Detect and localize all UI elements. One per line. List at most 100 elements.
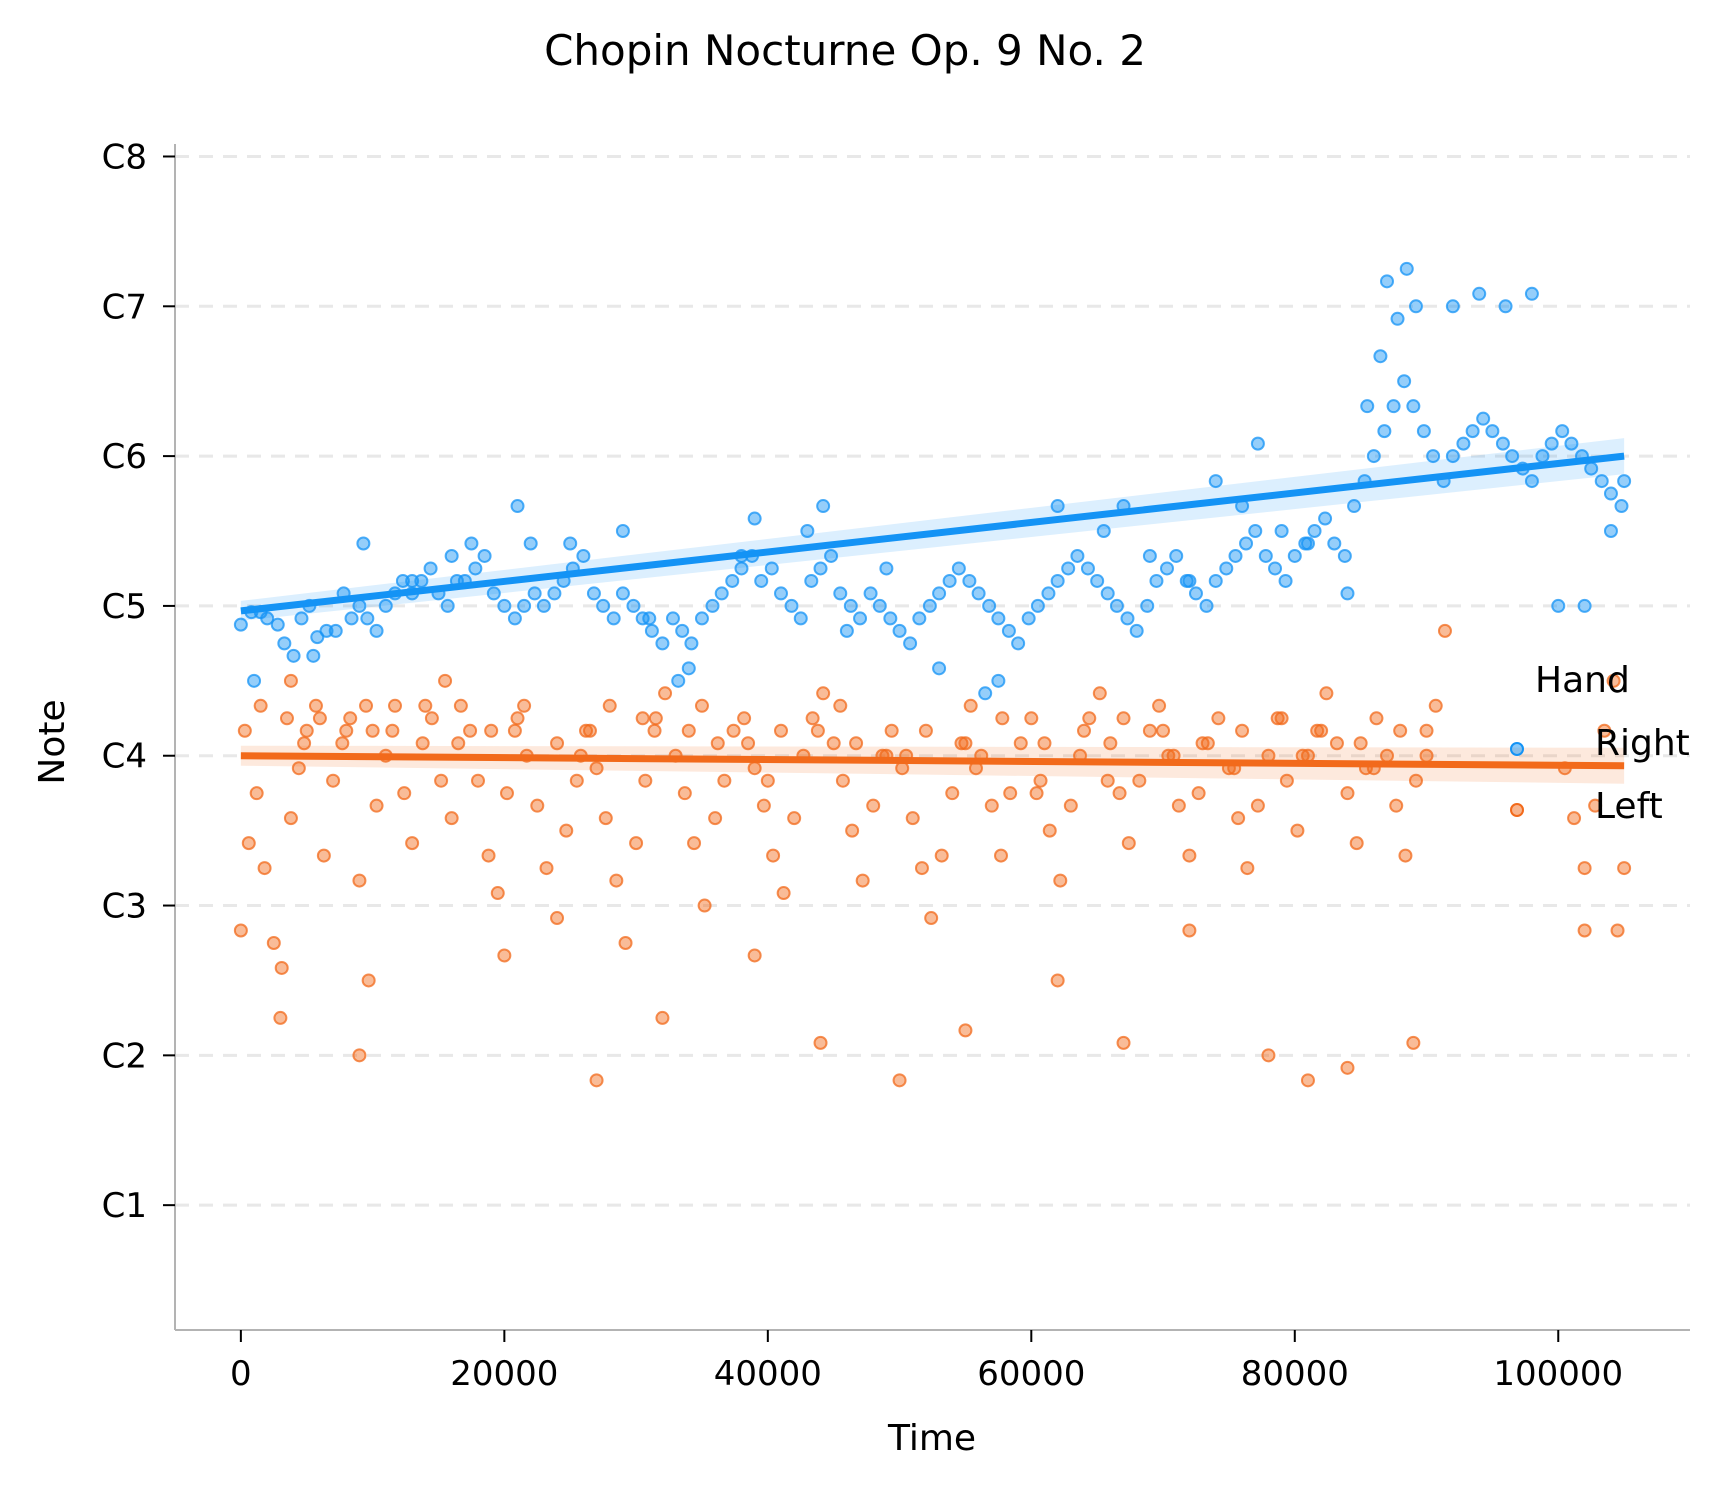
point-left-137 <box>312 711 327 726</box>
point-right-102 <box>1208 573 1223 588</box>
point-left-57 <box>766 848 781 863</box>
y-tick-label-C7: C7 <box>102 287 147 327</box>
trend-lines <box>240 438 1625 784</box>
x-axis-label: Time <box>887 1418 976 1459</box>
point-left-108 <box>1270 711 1285 726</box>
point-left-114 <box>1329 736 1344 751</box>
point-right-110 <box>1287 548 1302 563</box>
point-left-115 <box>1340 786 1355 801</box>
point-right-74 <box>932 586 947 601</box>
point-left-180 <box>1182 923 1197 938</box>
point-right-94 <box>1129 623 1144 638</box>
point-left-172 <box>589 1073 604 1088</box>
point-right-86 <box>1050 573 1065 588</box>
point-right-59 <box>784 598 799 613</box>
point-right-170 <box>1142 548 1157 563</box>
point-left-18 <box>388 698 403 713</box>
point-right-151 <box>510 499 525 514</box>
point-right-153 <box>563 536 578 551</box>
point-right-9 <box>310 630 325 645</box>
point-left-89 <box>1082 711 1097 726</box>
point-right-178 <box>1360 399 1375 414</box>
point-left-93 <box>1121 836 1136 851</box>
point-left-164 <box>1235 723 1250 738</box>
point-left-181 <box>1261 1048 1276 1063</box>
point-right-101 <box>1199 598 1214 613</box>
point-right-155 <box>642 611 657 626</box>
point-right-161 <box>816 499 831 514</box>
point-left-44 <box>638 773 653 788</box>
point-right-6 <box>286 648 301 663</box>
point-left-174 <box>747 948 762 963</box>
point-right-180 <box>1380 274 1394 289</box>
point-left-92 <box>1112 786 1127 801</box>
point-left-11 <box>326 773 341 788</box>
point-left-56 <box>756 798 771 813</box>
point-left-54 <box>737 711 752 726</box>
legend: Hand Right Left <box>1510 660 1690 827</box>
point-left-159 <box>1037 736 1052 751</box>
point-right-163 <box>879 561 894 576</box>
point-left-58 <box>776 886 791 901</box>
point-right-0 <box>233 617 248 632</box>
point-left-51 <box>708 811 723 826</box>
point-left-99 <box>1182 848 1197 863</box>
point-right-160 <box>800 524 815 539</box>
legend-label-left: Left <box>1595 786 1663 827</box>
point-right-67 <box>863 586 878 601</box>
point-right-157 <box>681 661 696 676</box>
point-left-16 <box>369 798 384 813</box>
point-left-161 <box>1116 711 1131 726</box>
point-left-39 <box>589 761 604 776</box>
point-right-107 <box>1258 548 1273 563</box>
point-left-80 <box>994 848 1009 863</box>
point-right-82 <box>1011 636 1026 651</box>
point-right-17 <box>378 598 393 613</box>
point-left-151 <box>741 736 756 751</box>
point-left-121 <box>1398 848 1413 863</box>
point-left-133 <box>237 723 252 738</box>
point-left-192 <box>635 711 650 726</box>
point-left-166 <box>1314 723 1329 738</box>
point-right-91 <box>1100 586 1115 601</box>
point-left-125 <box>1437 623 1452 638</box>
point-right-50 <box>694 611 709 626</box>
point-left-14 <box>352 873 367 888</box>
point-left-150 <box>710 736 725 751</box>
point-right-95 <box>1140 598 1155 613</box>
point-right-165 <box>978 686 993 701</box>
point-right-66 <box>853 611 868 626</box>
point-left-116 <box>1349 836 1364 851</box>
point-right-166 <box>991 673 1006 688</box>
point-right-28 <box>477 548 492 563</box>
point-left-2 <box>249 786 264 801</box>
point-left-142 <box>451 736 466 751</box>
grid-lines <box>175 154 1690 1207</box>
point-right-96 <box>1149 573 1164 588</box>
point-left-76 <box>954 736 969 751</box>
point-right-35 <box>547 586 562 601</box>
point-right-186 <box>1498 299 1513 314</box>
point-right-150 <box>464 536 479 551</box>
point-right-65 <box>843 598 858 613</box>
point-left-177 <box>958 1023 973 1038</box>
point-right-4 <box>270 617 285 632</box>
point-left-84 <box>1033 773 1048 788</box>
point-right-130 <box>1485 424 1500 439</box>
point-right-164 <box>932 661 947 676</box>
point-left-109 <box>1279 773 1294 788</box>
point-left-186 <box>1610 923 1625 938</box>
point-left-149 <box>681 723 696 738</box>
point-right-119 <box>1377 424 1392 439</box>
point-left-71 <box>905 811 920 826</box>
point-right-171 <box>1182 573 1197 588</box>
point-left-31 <box>510 711 525 726</box>
point-left-167 <box>1353 736 1368 751</box>
point-left-42 <box>618 935 633 950</box>
point-left-73 <box>924 911 939 926</box>
y-tick-label-C2: C2 <box>102 1036 147 1076</box>
point-right-52 <box>714 586 729 601</box>
point-right-188 <box>1551 598 1566 613</box>
point-left-134 <box>253 698 268 713</box>
point-right-116 <box>1347 499 1362 514</box>
